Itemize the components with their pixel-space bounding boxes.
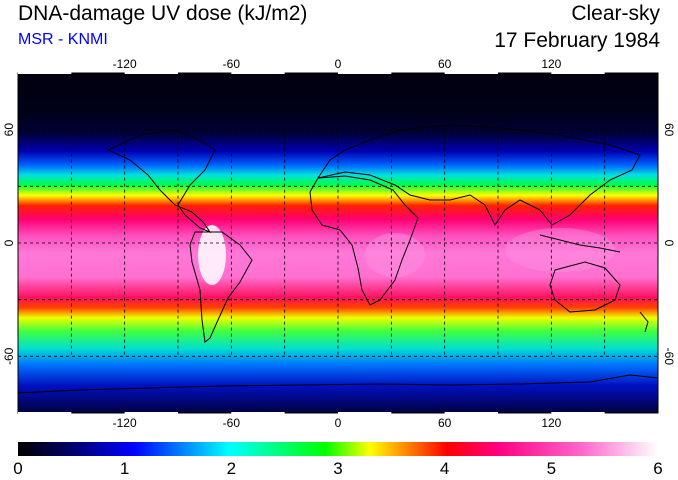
date-label: 17 February 1984 — [494, 29, 660, 52]
eurasia-coastline — [316, 124, 641, 226]
longitude-tick-label: 60 — [438, 416, 452, 430]
latitude-tick-label: 60 — [2, 123, 16, 137]
longitude-tick-label: 120 — [541, 57, 561, 71]
source-label: MSR - KNMI — [18, 31, 108, 48]
frame-tick-segment — [338, 72, 392, 74]
north-america-coastline — [106, 129, 216, 234]
frame-tick-segment — [551, 412, 605, 414]
frame-tick-segment — [551, 72, 605, 74]
latitude-tick-label: -60 — [662, 348, 676, 366]
longitude-tick-label: 0 — [335, 57, 342, 71]
frame-tick-segment — [444, 72, 498, 74]
frame-tick-segment — [444, 412, 498, 414]
latitude-tick-label: 0 — [2, 239, 16, 246]
map-title: DNA-damage UV dose (kJ/m2) — [18, 2, 308, 25]
longitude-tick-label: 60 — [438, 57, 452, 71]
longitude-tick-label: -60 — [223, 416, 241, 430]
latitude-tick-label: 60 — [662, 123, 676, 137]
frame-tick-segment — [124, 72, 178, 74]
colorbar-tick-label: 6 — [653, 459, 662, 478]
antarctica-coastline — [18, 374, 658, 394]
latitude-tick-label: 0 — [662, 240, 676, 247]
frame-tick-segment — [231, 72, 285, 74]
colorbar-tick-label: 2 — [227, 459, 236, 478]
colorbar-tick-label: 4 — [440, 459, 449, 478]
colorbar-labels: 0 1 2 3 4 5 6 — [13, 459, 662, 478]
frame-tick-segment — [18, 412, 72, 414]
new-zealand-coastline — [639, 311, 649, 333]
longitude-tick-label: 0 — [335, 416, 342, 430]
sky-condition-label: Clear-sky — [571, 2, 660, 25]
latitude-tick-label: -60 — [2, 347, 16, 365]
frame-tick-segment — [231, 412, 285, 414]
longitude-tick-label: -120 — [113, 416, 137, 430]
frame-tick-segment — [338, 412, 392, 414]
frame-tick-segment — [18, 72, 72, 74]
longitude-tick-label: 120 — [541, 416, 561, 430]
map-graticule — [18, 129, 658, 357]
colorbar-tick-label: 0 — [13, 459, 22, 478]
indonesia-coastline — [539, 234, 621, 253]
map-axis-labels: -120 -120 -60 -60 0 0 60 60 120 120 60 60 0 0 -60 -60 — [2, 57, 676, 430]
colorbar — [18, 442, 658, 456]
frame-tick-segment — [124, 412, 178, 414]
colorbar-tick-label: 5 — [547, 459, 556, 478]
longitude-tick-label: -60 — [223, 57, 241, 71]
colorbar-tick-label: 3 — [333, 459, 342, 478]
colorbar-tick-label: 1 — [120, 459, 129, 478]
longitude-tick-label: -120 — [113, 57, 137, 71]
south-america-coastline — [189, 231, 253, 343]
